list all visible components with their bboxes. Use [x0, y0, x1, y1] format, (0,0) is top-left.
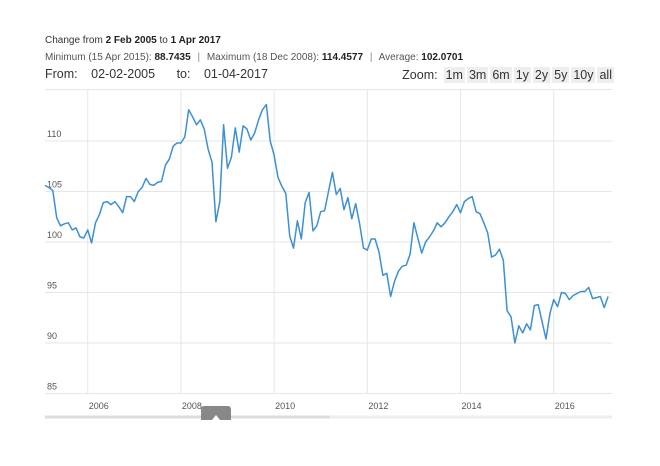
zoom-selector: Zoom: 1m 3m 6m 1y 2y 5y 10y all: [402, 67, 614, 83]
x-tick-label: 2010: [275, 401, 295, 411]
y-tick-label: 100: [47, 230, 62, 240]
min-value: 88.7435: [154, 52, 191, 63]
to-label: to:: [176, 67, 191, 81]
stats-summary: Minimum (15 Apr 2015): 88.7435 | Maximum…: [45, 52, 463, 63]
navigator-handle[interactable]: [201, 406, 231, 420]
y-tick-label: 95: [47, 281, 57, 291]
to-date-input[interactable]: 01-04-2017: [203, 67, 268, 81]
y-tick-label: 90: [47, 331, 57, 341]
avg-value: 102.0701: [421, 52, 464, 63]
series-line: [44, 103, 609, 344]
separator: |: [197, 52, 201, 63]
x-tick-label: 2008: [182, 401, 202, 411]
x-tick-label: 2016: [555, 401, 575, 411]
max-value: 114.4577: [321, 52, 364, 63]
max-label: Maximum (18 Dec 2008):: [206, 52, 320, 63]
change-prefix: Change from: [45, 35, 103, 46]
change-to-word: to: [159, 35, 168, 46]
zoom-1m-button[interactable]: 1m: [443, 67, 465, 83]
x-tick-label: 2012: [368, 401, 388, 411]
zoom-6m-button[interactable]: 6m: [490, 67, 512, 83]
up-arrow-icon: [212, 415, 220, 420]
zoom-10y-button[interactable]: 10y: [571, 67, 596, 83]
zoom-3m-button[interactable]: 3m: [466, 67, 489, 83]
x-tick-label: 2014: [462, 401, 482, 411]
x-tick-label: 2006: [89, 401, 109, 411]
header-divider: [45, 89, 612, 90]
zoom-5y-button[interactable]: 5y: [552, 67, 570, 83]
zoom-label: Zoom:: [402, 68, 438, 82]
avg-label: Average:: [378, 52, 419, 63]
separator: |: [369, 52, 373, 63]
change-to-date: 1 Apr 2017: [170, 35, 221, 46]
zoom-1y-button[interactable]: 1y: [513, 67, 531, 83]
change-from-date: 2 Feb 2005: [105, 35, 157, 46]
y-tick-label: 105: [47, 180, 62, 190]
y-tick-label: 110: [47, 129, 61, 139]
change-summary: Change from 2 Feb 2005 to 1 Apr 2017: [45, 35, 221, 46]
y-tick-label: 85: [47, 382, 57, 392]
from-label: From:: [45, 67, 78, 81]
from-date-input[interactable]: 02-02-2005: [91, 67, 156, 81]
zoom-all-button[interactable]: all: [597, 67, 614, 83]
min-label: Minimum (15 Apr 2015):: [45, 52, 152, 63]
zoom-2y-button[interactable]: 2y: [532, 67, 551, 83]
date-range: From: 02-02-2005 to: 01-04-2017: [45, 67, 278, 81]
